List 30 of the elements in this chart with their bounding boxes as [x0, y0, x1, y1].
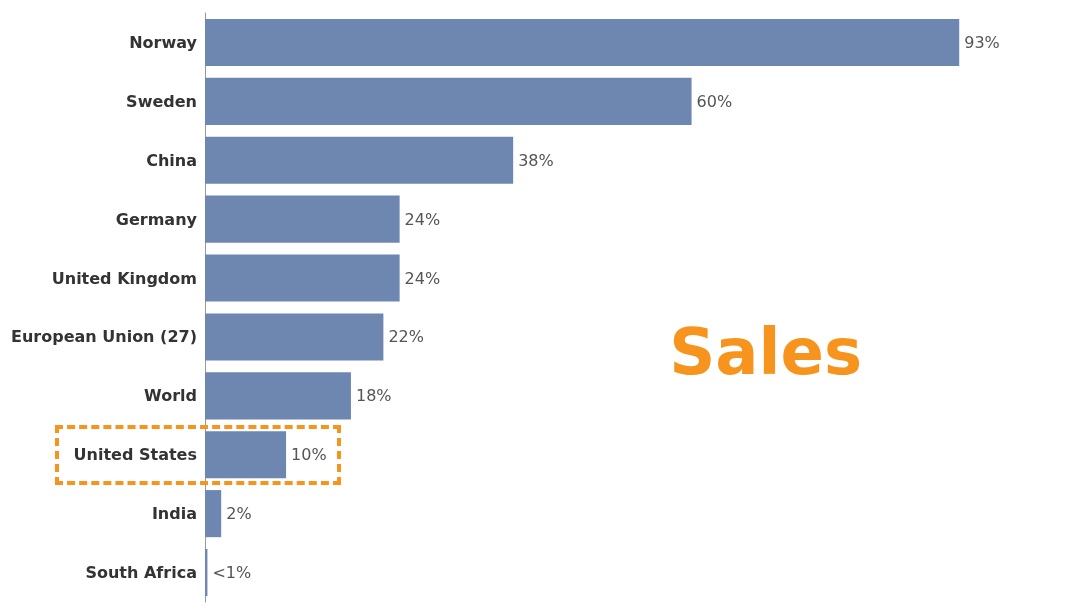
- y-tick-label: European Union (27): [10, 327, 197, 347]
- data-label: <1%: [212, 563, 252, 583]
- bar: [204, 195, 400, 243]
- data-label: 24%: [404, 209, 441, 229]
- data-label: 93%: [964, 32, 1000, 52]
- data-label: 2%: [226, 504, 252, 524]
- y-tick-label: United States: [73, 445, 197, 465]
- y-tick-label: Norway: [129, 32, 198, 52]
- y-tick-label: South Africa: [85, 563, 197, 583]
- data-label: 18%: [355, 386, 392, 406]
- bar: [204, 254, 400, 302]
- bar: [204, 431, 287, 479]
- y-tick-label: World: [144, 386, 197, 406]
- data-label: 22%: [388, 327, 424, 347]
- data-label: 60%: [696, 91, 733, 111]
- bar: [204, 136, 514, 184]
- y-tick-label: China: [146, 150, 197, 170]
- y-tick-label: United Kingdom: [51, 268, 197, 288]
- bar: [204, 77, 692, 125]
- data-label: 38%: [518, 150, 554, 170]
- y-tick-label: India: [151, 504, 197, 524]
- bar: [204, 313, 384, 361]
- bar: [204, 490, 222, 538]
- bar: [204, 372, 351, 420]
- y-tick-label: Sweden: [126, 91, 197, 111]
- data-label: 10%: [291, 445, 327, 465]
- data-label: 24%: [404, 268, 441, 288]
- annotation: Sales: [669, 315, 862, 389]
- y-tick-label: Germany: [115, 209, 198, 229]
- bar: [204, 18, 960, 67]
